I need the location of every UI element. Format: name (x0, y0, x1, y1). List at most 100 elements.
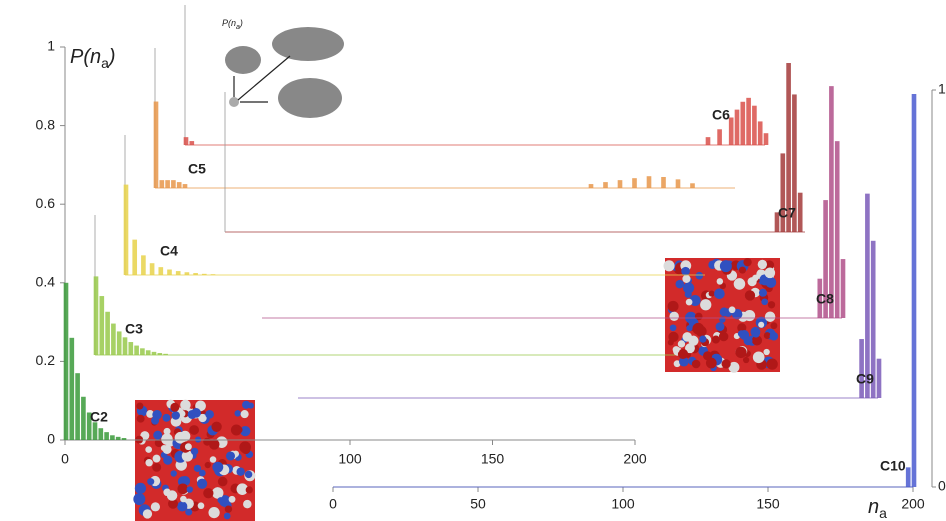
snapshot-bead (766, 358, 778, 370)
snapshot-bead (178, 410, 186, 418)
bar (201, 273, 207, 275)
snapshot-bead (150, 502, 160, 512)
snapshot-bead (162, 413, 171, 422)
snapshot-bead (153, 430, 163, 440)
bar (792, 94, 797, 232)
bar (81, 396, 86, 440)
bar (75, 373, 80, 440)
bar (646, 176, 652, 188)
bar (797, 192, 803, 232)
bar (876, 358, 882, 398)
snapshot-bead (133, 493, 146, 506)
y-tick-label: 0 (47, 431, 55, 447)
x-tick-label: 0 (61, 451, 69, 467)
snapshot-bead (181, 450, 193, 462)
snapshot-bead (672, 346, 680, 354)
series-label: C7 (778, 205, 796, 221)
snapshot-bead (695, 271, 704, 280)
snapshot-bead (184, 443, 192, 451)
bar (829, 86, 834, 318)
bar (167, 269, 172, 275)
snapshot-bead (177, 483, 189, 495)
snapshot-bead (719, 260, 732, 273)
snapshot-bead (735, 346, 747, 359)
series-label: C10 (880, 458, 906, 474)
bar (163, 353, 168, 355)
snapshot-bead (224, 505, 233, 513)
snapshot-bead (682, 332, 693, 342)
y-tick-label: 0.8 (36, 116, 56, 132)
snapshot-bead (223, 512, 231, 520)
snapshot-bead (699, 335, 707, 343)
snapshot-bead (145, 459, 153, 467)
bar (588, 184, 594, 188)
bar (171, 180, 176, 188)
snapshot-bead (718, 331, 729, 342)
snapshot-bead (764, 267, 776, 279)
snapshot-bead (708, 290, 715, 297)
bar (63, 282, 69, 440)
x2-tick-label: 0 (329, 496, 337, 512)
snapshot-bead (180, 495, 187, 503)
snapshot-bead (244, 470, 253, 479)
snapshot-bead (145, 446, 152, 453)
bar (105, 311, 110, 355)
snapshot-bead (700, 299, 712, 311)
snapshot-bead (152, 462, 162, 472)
snapshot-bead (767, 301, 776, 309)
snapshot-bead (170, 470, 177, 477)
snapshot-bead (198, 413, 207, 423)
bar (123, 184, 129, 275)
x2-tick-label: 100 (611, 496, 635, 512)
snapshot-bead (152, 454, 161, 463)
snapshot-bead (236, 483, 249, 495)
bar (93, 276, 99, 355)
snapshot-bead (764, 311, 776, 322)
snapshot-bead (705, 357, 717, 369)
bar (193, 273, 198, 275)
snapshot-bead (136, 402, 144, 410)
snapshot-bead (685, 343, 695, 354)
bar (189, 141, 195, 145)
snapshot-bead (161, 433, 173, 445)
bar (132, 239, 138, 275)
series-label: C4 (160, 243, 178, 259)
snapshot-bead (191, 408, 201, 418)
bar (734, 109, 740, 145)
bar (690, 183, 695, 188)
bar (98, 428, 104, 440)
bar (746, 97, 751, 145)
snapshot-bead (142, 509, 153, 519)
x2-tick-label: 150 (756, 496, 780, 512)
snapshot-bead (744, 290, 756, 301)
snapshot-bead (719, 307, 729, 317)
bar (122, 337, 128, 355)
bar (121, 438, 127, 440)
bar (817, 278, 823, 318)
bar (111, 323, 116, 355)
snapshot-bead (728, 306, 736, 314)
snapshot-bead (171, 411, 180, 420)
snapshot-bead (146, 410, 155, 418)
snapshot-bead (686, 324, 693, 332)
snapshot-bead (728, 361, 740, 373)
bar (632, 178, 637, 188)
snapshot-bead (240, 410, 249, 419)
snapshot-bead (737, 325, 744, 332)
bar (157, 353, 163, 355)
snapshot-bead (685, 298, 693, 306)
snapshot-bead (189, 425, 199, 435)
bar (159, 180, 165, 188)
bar (110, 435, 115, 440)
snapshot-bead (711, 335, 720, 344)
bar (165, 180, 170, 188)
bar (763, 133, 769, 145)
snapshot-bead (669, 311, 679, 322)
bar (740, 101, 746, 145)
x-tick-label: 100 (338, 451, 362, 467)
bar (705, 137, 711, 145)
snapshot-bead (177, 501, 188, 512)
snapshot-bead (205, 409, 214, 419)
snapshot-bead (217, 476, 228, 487)
